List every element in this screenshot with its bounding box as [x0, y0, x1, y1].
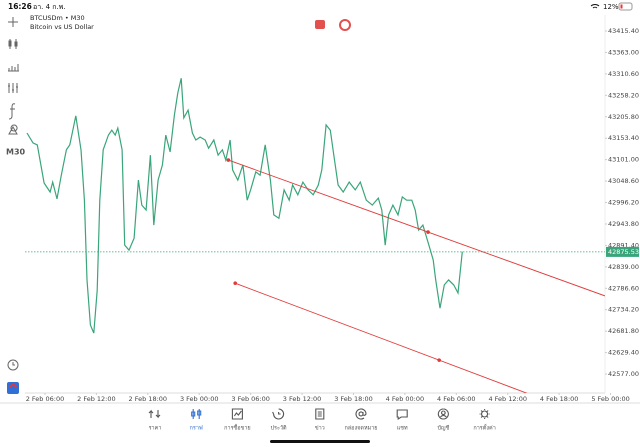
- nav-icon[interactable]: [437, 408, 449, 420]
- nav-label[interactable]: ประวัติ: [271, 425, 287, 432]
- chart-subtitle: Bitcoin vs US Dollar: [30, 23, 94, 31]
- crosshair-icon[interactable]: [8, 17, 18, 27]
- price-line-series: [26, 78, 463, 334]
- clock-icon[interactable]: [7, 359, 19, 371]
- y-tick-label: 42786.60: [608, 284, 639, 292]
- status-date: อา. 4 ก.พ.: [33, 3, 66, 11]
- y-tick-label: 43258.20: [608, 91, 639, 99]
- y-tick-label: 42839.00: [608, 263, 639, 271]
- nav-icon[interactable]: [396, 409, 408, 421]
- trade-icon[interactable]: [339, 19, 351, 31]
- function-icon[interactable]: [8, 103, 16, 120]
- chart-title: BTCUSDm • M30: [30, 14, 85, 22]
- indicators-icon[interactable]: [8, 83, 18, 93]
- y-tick-label: 43310.60: [608, 70, 639, 78]
- nav-label[interactable]: กล่องจดหมาย: [344, 426, 377, 432]
- status-time: 16:26: [8, 2, 32, 11]
- nav-label[interactable]: ราคา: [149, 426, 162, 432]
- nav-icon[interactable]: [148, 409, 161, 419]
- y-tick-label: 42577.00: [608, 370, 639, 378]
- y-tick-label: 43048.60: [608, 177, 639, 185]
- battery-icon: [618, 2, 633, 11]
- clock-hands: [12, 362, 15, 366]
- objects-icon[interactable]: [8, 124, 18, 135]
- bars-icon[interactable]: [8, 64, 19, 72]
- x-tick-label: 3 Feb 12:00: [283, 395, 322, 403]
- nav-icon[interactable]: [272, 408, 285, 420]
- y-tick-label: 42734.20: [608, 306, 639, 314]
- x-tick-label: 5 Feb 00:00: [591, 395, 630, 403]
- trendline-anchor: [437, 358, 441, 362]
- left-toolbar: [7, 17, 19, 371]
- wifi-icon: [590, 4, 600, 9]
- y-tick-label: 42891.40: [608, 241, 639, 249]
- y-tick-label: 43415.40: [608, 27, 639, 35]
- nav-icon[interactable]: [231, 408, 243, 420]
- timeframe[interactable]: M30: [6, 148, 26, 157]
- y-tick-label: 42996.20: [608, 199, 639, 207]
- x-tick-label: 3 Feb 18:00: [334, 395, 373, 403]
- x-tick-label: 4 Feb 06:00: [437, 395, 476, 403]
- nav-icon[interactable]: [355, 408, 367, 420]
- y-tick-label: 43101.00: [608, 156, 639, 164]
- battery-level: [620, 4, 623, 9]
- nav-icon[interactable]: [191, 409, 202, 419]
- nav-label[interactable]: แชท: [397, 425, 408, 432]
- x-tick-label: 2 Feb 18:00: [129, 395, 168, 403]
- nav-icon[interactable]: [315, 408, 325, 420]
- nav-label[interactable]: ข่าว: [315, 426, 325, 432]
- plot-area: [26, 78, 605, 393]
- broker-logo-mark: [9, 384, 17, 389]
- nav-label[interactable]: การซื้อขาย: [224, 424, 250, 432]
- y-tick-label: 42943.80: [608, 220, 639, 228]
- home-indicator: [270, 440, 370, 443]
- y-tick-label: 42629.40: [608, 349, 639, 357]
- x-tick-label: 4 Feb 18:00: [540, 395, 579, 403]
- y-tick-label: 43205.80: [608, 113, 639, 121]
- nav-label[interactable]: การตั้งค่า: [473, 424, 495, 432]
- nav-icon[interactable]: [479, 409, 490, 419]
- trendline-anchor: [426, 230, 430, 234]
- battery-text: 12%: [603, 3, 619, 11]
- candle-a: [8, 40, 12, 47]
- x-tick-label: 4 Feb 12:00: [488, 395, 527, 403]
- y-tick-label: 43363.00: [608, 48, 639, 56]
- x-tick-label: 3 Feb 06:00: [231, 395, 270, 403]
- price-label-bg: [606, 246, 639, 257]
- one-click-icon[interactable]: [315, 20, 325, 29]
- x-tick-label: 2 Feb 12:00: [77, 395, 116, 403]
- trendline: [228, 159, 605, 297]
- candle-b: [14, 41, 18, 47]
- x-tick-label: 3 Feb 00:00: [180, 395, 219, 403]
- nav-label[interactable]: กราฟ: [190, 425, 203, 432]
- y-tick-label: 43153.40: [608, 134, 639, 142]
- x-tick-label: 2 Feb 06:00: [26, 395, 65, 403]
- x-tick-label: 4 Feb 00:00: [386, 395, 425, 403]
- trendline-anchor: [233, 281, 238, 286]
- trendline-anchor: [226, 158, 231, 162]
- nav-label[interactable]: บัญชี: [437, 425, 449, 432]
- price-label: 42875.53: [608, 248, 639, 256]
- trendline: [235, 282, 528, 393]
- y-tick-label: 42681.80: [608, 327, 639, 335]
- broker-logo[interactable]: [7, 382, 19, 394]
